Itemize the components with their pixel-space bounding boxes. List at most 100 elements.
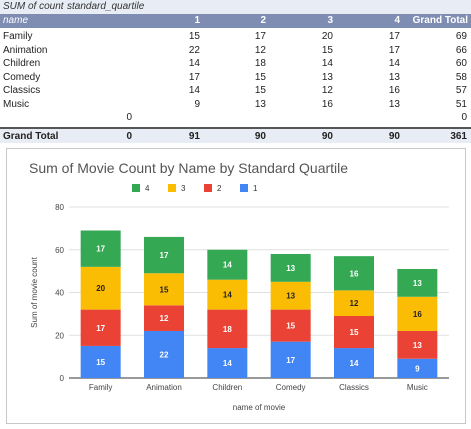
bar-segment [144, 236, 184, 274]
pivot-cell-q2: 15 [254, 71, 266, 83]
pivot-row: Animation 22 12 15 17 66 [0, 44, 471, 58]
pivot-column-field: standard_quartile [67, 1, 145, 12]
x-tick-label: Family [89, 383, 113, 392]
pivot-cell-q2: 15 [254, 85, 266, 96]
quartile-header-3: 3 [327, 15, 333, 26]
grand-total-q3: 90 [321, 131, 333, 142]
pivot-row-name: Classics [3, 85, 41, 96]
pivot-cell-q1: 15 [188, 31, 200, 42]
x-tick-label: Comedy [276, 383, 306, 392]
bar-data-label: 17 [96, 324, 105, 333]
bar-data-label: 20 [96, 284, 105, 293]
y-tick-label: 60 [55, 246, 64, 255]
bar-segment [207, 309, 248, 349]
grand-total-q1: 91 [188, 131, 200, 142]
pivot-cell-q4: 17 [388, 31, 400, 42]
x-tick-label: Children [212, 383, 242, 392]
x-axis-label: name of movie [233, 403, 286, 412]
x-tick-label: Animation [146, 383, 182, 392]
legend-swatch [168, 184, 176, 192]
bar-segment [334, 290, 374, 317]
pivot-cell-q3: 13 [321, 71, 333, 83]
y-axis-label: Sum of movie count [30, 256, 39, 327]
bar-segment [80, 345, 121, 378]
pivot-cell-q4: 13 [388, 71, 400, 83]
bar-segment [270, 254, 311, 282]
pivot-row: Comedy 17 15 13 13 58 [0, 71, 471, 85]
pivot-cell-total: 51 [455, 98, 467, 110]
grand-total-q2: 90 [254, 131, 266, 142]
pivot-cell-total: 69 [455, 31, 467, 42]
bar-segment [397, 296, 438, 331]
pivot-cell-q4: 13 [388, 98, 400, 110]
grand-total-value: 361 [450, 131, 467, 142]
bar-data-label: 14 [223, 261, 232, 270]
bar-data-label: 14 [350, 359, 359, 368]
bar-segment [80, 309, 121, 346]
x-tick-label: Music [407, 383, 428, 392]
legend-label: 4 [145, 184, 150, 193]
pivot-header-row-1: SUM of count standard_quartile [0, 0, 471, 14]
pivot-row-name: Animation [3, 44, 48, 56]
bar-segment [334, 348, 374, 378]
grand-total-header: Grand Total [412, 15, 468, 26]
pivot-cell-total: 57 [455, 85, 467, 96]
grand-total-label: Grand Total [3, 131, 59, 142]
pivot-cell-q4 [350, 111, 400, 125]
pivot-cell-total: 0 [461, 112, 467, 123]
bar-data-label: 16 [350, 269, 359, 278]
pivot-cell-q3: 12 [321, 85, 333, 96]
y-tick-label: 0 [60, 374, 65, 383]
pivot-cell-q1: 17 [188, 71, 200, 83]
bar-data-label: 22 [160, 350, 169, 359]
grand-total-row: Grand Total 0 91 90 90 90 361 [0, 127, 471, 143]
bar-data-label: 16 [413, 310, 422, 319]
bar-segment [144, 305, 184, 331]
pivot-cell-q2: 12 [254, 44, 266, 56]
quartile-header-4: 4 [394, 15, 400, 26]
bar-segment [270, 341, 311, 378]
pivot-row: Family 15 17 20 17 69 [0, 30, 471, 44]
pivot-cell-total: 60 [455, 58, 467, 69]
bar-segment [80, 230, 121, 267]
pivot-cell-q3: 14 [321, 58, 333, 69]
pivot-cell-q2 [216, 111, 266, 125]
pivot-cell-q2: 18 [254, 58, 266, 69]
legend-label: 2 [217, 184, 222, 193]
bar-data-label: 13 [286, 264, 295, 273]
pivot-cell-q3 [283, 111, 333, 125]
y-tick-label: 20 [55, 331, 64, 340]
bar-data-label: 17 [96, 245, 105, 254]
bar-data-label: 12 [160, 314, 169, 323]
pivot-cell-q1 [150, 111, 200, 125]
pivot-header-row-2: name 1 2 3 4 Grand Total [0, 14, 471, 28]
pivot-cell-q3: 16 [321, 98, 333, 110]
bar-data-label: 13 [413, 341, 422, 350]
bar-data-label: 13 [413, 279, 422, 288]
pivot-row-name: Children [3, 58, 41, 69]
stacked-bar-chart: 0 20 40 60 80 Sum of movie count name of movie… [30, 184, 449, 412]
bar-data-label: 15 [286, 322, 295, 331]
pivot-cell-q1: 9 [194, 98, 200, 110]
pivot-cell-q4: 17 [388, 44, 400, 56]
bar-segment [397, 358, 438, 378]
bar-segment [207, 279, 248, 310]
bar-data-label: 12 [350, 299, 359, 308]
bar-data-label: 17 [286, 356, 295, 365]
y-tick-label: 40 [55, 289, 64, 298]
bar-segment [270, 309, 311, 342]
bar-data-label: 18 [223, 325, 232, 334]
bar-data-label: 13 [286, 292, 295, 301]
bar-segment [144, 330, 184, 378]
legend-swatch [132, 184, 140, 192]
bar-data-label: 14 [223, 291, 232, 300]
chart-container: Sum of Movie Count by Name by Standard Q… [6, 148, 466, 424]
grand-total-blank: 0 [126, 131, 132, 142]
pivot-row-name: Music [3, 98, 30, 110]
legend-label: 3 [181, 184, 186, 193]
bar-segment [397, 268, 438, 297]
grand-total-q4: 90 [388, 131, 400, 142]
pivot-row-name: Comedy [3, 71, 41, 83]
bar-data-label: 15 [350, 328, 359, 337]
